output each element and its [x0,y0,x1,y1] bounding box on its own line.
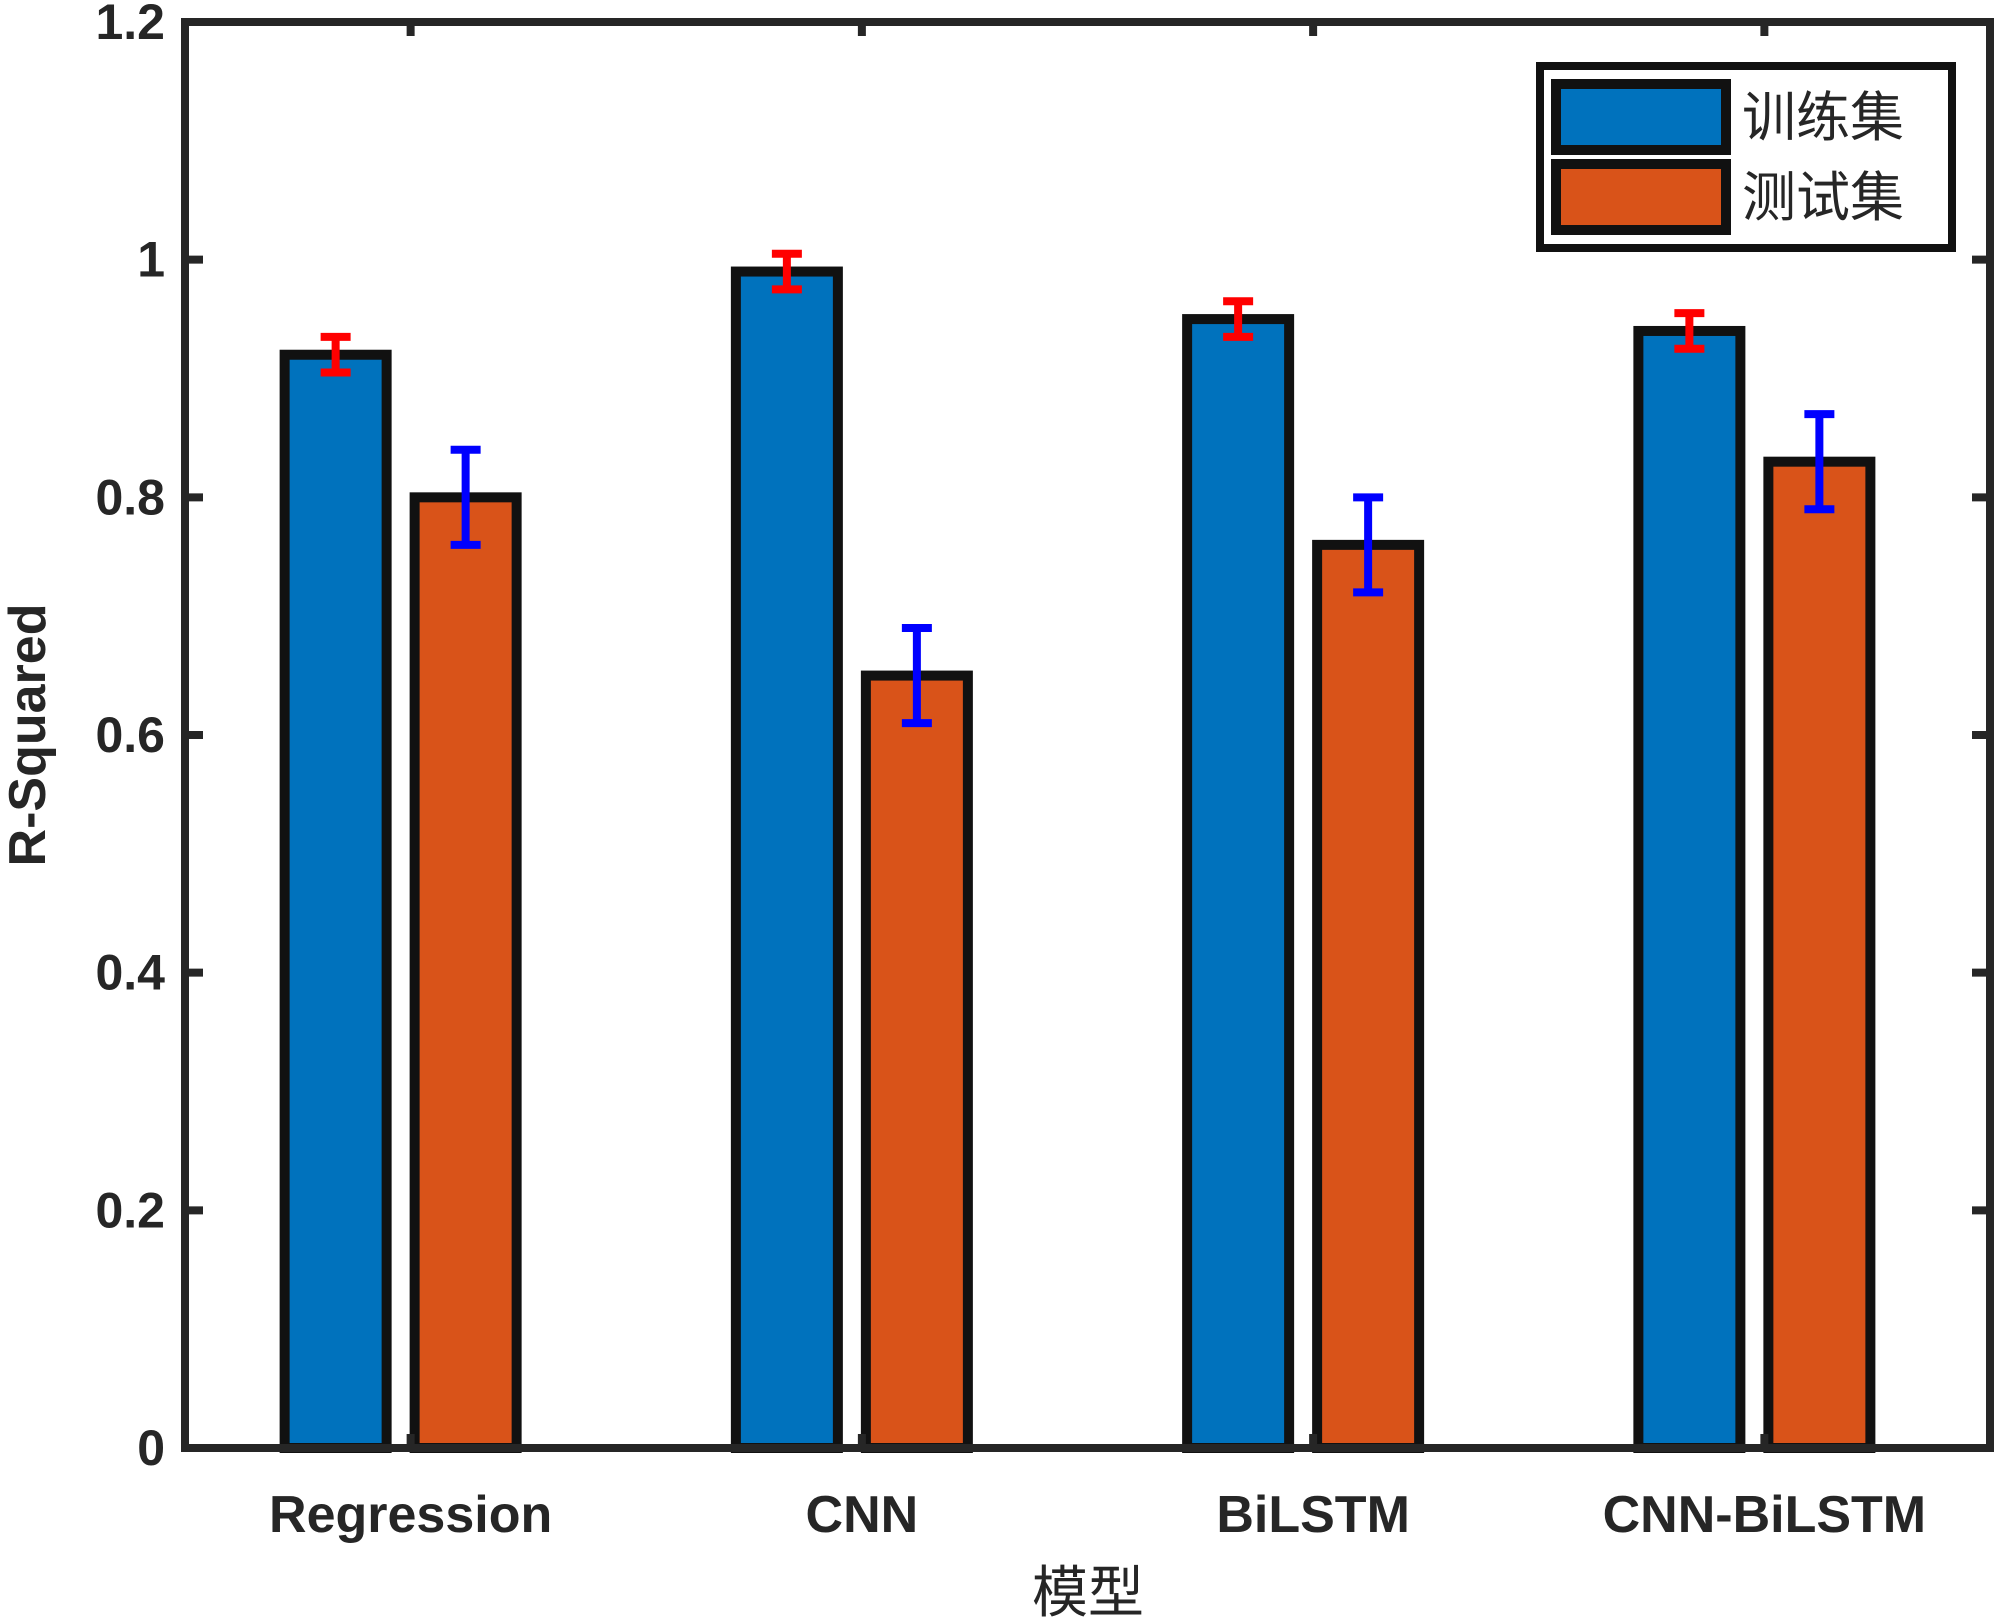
error-bar-cnn-bilstm-series-1 [1674,309,1705,353]
legend-label: 训练集 [1742,86,1904,149]
bar-bilstm-series-2 [1312,539,1425,1453]
error-bar-regression-series-1 [320,332,351,377]
x-tick-label-cnn-bilstm: CNN-BiLSTM [1603,1486,1927,1544]
legend-label: 测试集 [1742,166,1904,229]
y-tick-label: 1.2 [95,0,165,50]
bar-cnn-series-1 [730,266,843,1453]
x-tick-label-cnn: CNN [806,1486,919,1544]
error-bar-cnn-series-1 [771,249,802,294]
bar-cnn-series-2 [860,670,973,1453]
y-tick-label: 1 [137,232,165,288]
legend-swatch [1551,79,1731,155]
error-bars-layer [320,249,1835,728]
legend-entry-1: 训练集 [1551,79,1904,155]
y-tick-label: 0.8 [95,469,165,525]
legend-entry-2: 测试集 [1551,159,1904,235]
x-axis-title: 模型 [1032,1561,1144,1622]
legend-swatch [1551,159,1731,235]
bar-cnn-bilstm-series-2 [1763,456,1876,1453]
error-bar-bilstm-series-2 [1353,493,1384,597]
x-tick-label-regression: Regression [269,1486,552,1544]
y-tick-label: 0.6 [95,707,165,763]
x-tick-label-bilstm: BiLSTM [1216,1486,1410,1544]
labels-layer: Regression CNN BiLSTM CNN-BiLSTM 0 0.2 0.4 0.6 0… [0,0,1926,1622]
y-tick-label: 0.2 [95,1182,165,1238]
bar-regression-series-2 [409,492,522,1454]
y-tick-label: 0.4 [95,945,165,1001]
bar-bilstm-series-1 [1182,314,1295,1453]
error-bar-cnn-series-2 [901,624,932,728]
bar-regression-series-1 [279,349,392,1454]
axes-layer [181,18,1994,1452]
bars-layer [279,266,1876,1454]
y-tick-label: 0 [137,1420,165,1476]
error-bar-cnn-bilstm-series-2 [1804,410,1835,514]
error-bar-regression-series-2 [450,445,481,549]
error-bar-bilstm-series-1 [1223,297,1254,341]
bar-cnn-bilstm-series-1 [1633,325,1746,1453]
y-axis-title: R-Squared [0,604,57,867]
